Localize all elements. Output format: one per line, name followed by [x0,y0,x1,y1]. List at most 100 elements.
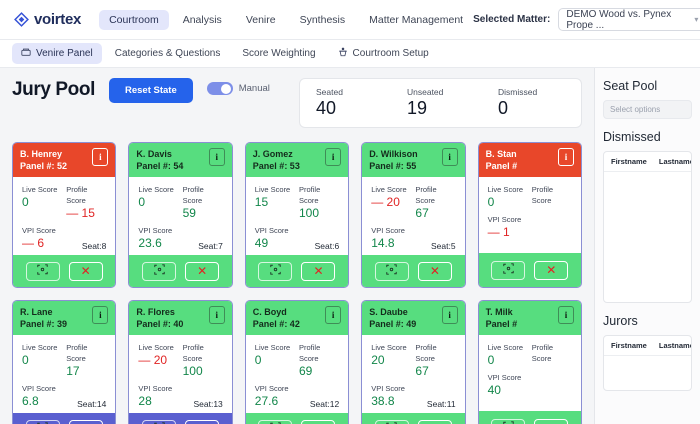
dismiss-juror-button[interactable]: ✕ [185,261,220,281]
jurors-table-header: Firstname Lastname [604,336,691,356]
vpi-score-cell: VPI Score 6.8 [22,383,106,409]
focus-juror-button[interactable] [142,419,177,424]
juror-info-button[interactable]: i [325,148,342,166]
juror-card-footer: ✕ [13,413,116,424]
live-score-value: 0 [138,195,146,209]
score-row-primary: Live Score 0 Profile Score — 15 [22,184,106,221]
close-icon: ✕ [197,264,208,278]
juror-panel-number: Panel #: 42 [252,319,300,329]
dismiss-juror-button[interactable]: ✕ [301,419,336,424]
reset-state-button[interactable]: Reset State [108,78,193,103]
tab-categories-questions[interactable]: Categories & Questions [106,44,230,63]
juror-name: B. Stan [485,149,517,159]
stat-unseated-value: 19 [407,98,428,118]
voirtex-diamond-icon [14,12,29,27]
focus-juror-button[interactable] [374,419,409,424]
profile-score-value: 67 [415,364,429,378]
juror-info-button[interactable]: i [208,148,225,166]
juror-info-button[interactable]: i [441,148,458,166]
profile-score-label: Profile Score [182,343,204,363]
juror-card[interactable]: K. Davis Panel #: 54 i Live Score 0 Profile S… [128,142,233,288]
focus-juror-button[interactable] [374,261,409,281]
juror-identity: S. Daube Panel #: 49 [369,306,416,330]
juror-card-header: S. Daube Panel #: 49 i [362,301,465,335]
juror-info-button[interactable]: i [208,306,225,324]
live-score-cell: Live Score 0 [488,184,528,210]
focus-juror-button[interactable] [491,418,526,424]
dismiss-juror-button[interactable]: ✕ [534,418,569,424]
focus-juror-button[interactable] [142,261,177,281]
juror-card[interactable]: S. Daube Panel #: 49 i Live Score 20 Profile … [361,300,466,424]
profile-score-cell: Profile Score — 15 [66,184,106,221]
juror-card[interactable]: T. Milk Panel # i Live Score 0 Profile Score V… [477,300,582,424]
tab-score-weighting[interactable]: Score Weighting [233,44,324,63]
juror-seat-number: Seat:11 [426,399,456,409]
manual-toggle[interactable] [206,82,233,95]
seat-pool-select[interactable]: Select options [603,100,692,119]
live-score-cell: Live Score 20 [371,342,411,379]
juror-info-button[interactable]: i [92,306,109,324]
profile-score-cell: Profile Score [532,184,572,210]
juror-info-button[interactable]: i [92,148,109,166]
vpi-score-label: VPI Score [254,384,289,393]
dismiss-juror-button[interactable]: ✕ [185,419,220,424]
juror-card[interactable]: R. Lane Panel #: 39 i Live Score 0 Profile Sc… [12,300,117,424]
right-sidebar: Seat Pool Select options Dismissed First… [594,68,700,424]
nav-item-venire[interactable]: Venire [245,13,276,26]
vpi-score-value: — 1 [487,225,510,239]
juror-panel-number: Panel #: 55 [369,161,417,171]
dismiss-juror-button[interactable]: ✕ [417,419,452,424]
juror-identity: D. Wilkison Panel #: 55 [369,148,417,172]
scan-focus-icon [270,420,281,424]
live-score-cell: Live Score 0 [22,184,62,221]
focus-juror-button[interactable] [25,419,60,424]
seat-pool-title: Seat Pool [603,79,658,93]
juror-name: T. Milk [485,307,513,317]
score-row-primary: Live Score — 20 Profile Score 100 [138,342,222,379]
nav-item-matter-management[interactable]: Matter Management [369,13,464,26]
brand-logo: voirtex [14,11,81,28]
tab-score-weighting-label: Score Weighting [242,48,316,59]
juror-panel-number: Panel #: 49 [369,319,417,329]
focus-juror-button[interactable] [25,261,60,281]
nav-item-courtroom[interactable]: Courtroom [99,9,169,30]
juror-seat-number: Seat:8 [81,241,107,251]
juror-card-header: B. Stan Panel # i [478,143,581,177]
dismiss-juror-button[interactable]: ✕ [68,261,103,281]
nav-item-analysis[interactable]: Analysis [182,13,222,26]
dismiss-juror-button[interactable]: ✕ [68,419,103,424]
scan-focus-icon [386,420,398,424]
juror-card-header: R. Flores Panel #: 40 i [129,301,232,335]
stat-seated: Seated 40 [306,86,393,119]
juror-card[interactable]: B. Stan Panel # i Live Score 0 Profile Score V… [477,142,582,288]
focus-juror-button[interactable] [258,419,293,424]
juror-card-header: B. Henrey Panel #: 52 i [13,143,116,177]
selected-matter-dropdown[interactable]: DEMO Wood vs. Pynex Prope ... ▾ [558,8,700,31]
juror-card-body: Live Score 20 Profile Score 67 VPI Score 38.8… [362,335,465,413]
juror-card[interactable]: C. Boyd Panel #: 42 i Live Score 0 Profile Sc… [244,300,350,424]
brand-name: voirtex [34,11,82,28]
column-lastname: Lastname [658,341,692,350]
focus-juror-button[interactable] [491,260,526,280]
juror-info-button[interactable]: i [325,306,342,324]
juror-info-button[interactable]: i [441,306,458,324]
juror-card[interactable]: R. Flores Panel #: 40 i Live Score — 20 Profi… [128,300,233,424]
tab-venire-panel[interactable]: Venire Panel [12,43,102,64]
juror-info-button[interactable]: i [558,306,574,324]
dismiss-juror-button[interactable]: ✕ [417,261,452,281]
focus-juror-button[interactable] [258,261,293,281]
tab-courtroom-setup[interactable]: Courtroom Setup [329,43,438,64]
live-score-value: 0 [487,195,495,209]
vpi-score-value: 28 [138,394,152,408]
juror-card[interactable]: B. Henrey Panel #: 52 i Live Score 0 Profile … [12,142,117,288]
live-score-label: Live Score [22,343,58,352]
stat-seated-label: Seated [316,87,343,97]
dismiss-juror-button[interactable]: ✕ [301,261,336,281]
nav-item-synthesis[interactable]: Synthesis [299,13,346,26]
juror-info-button[interactable]: i [558,148,574,166]
juror-card[interactable]: D. Wilkison Panel #: 55 i Live Score — 20 Pro… [361,142,466,288]
juror-card[interactable]: J. Gomez Panel #: 53 i Live Score 15 Profile … [244,142,350,288]
profile-score-value: 100 [299,206,320,220]
dismiss-juror-button[interactable]: ✕ [534,260,569,280]
info-icon: i [215,310,219,320]
